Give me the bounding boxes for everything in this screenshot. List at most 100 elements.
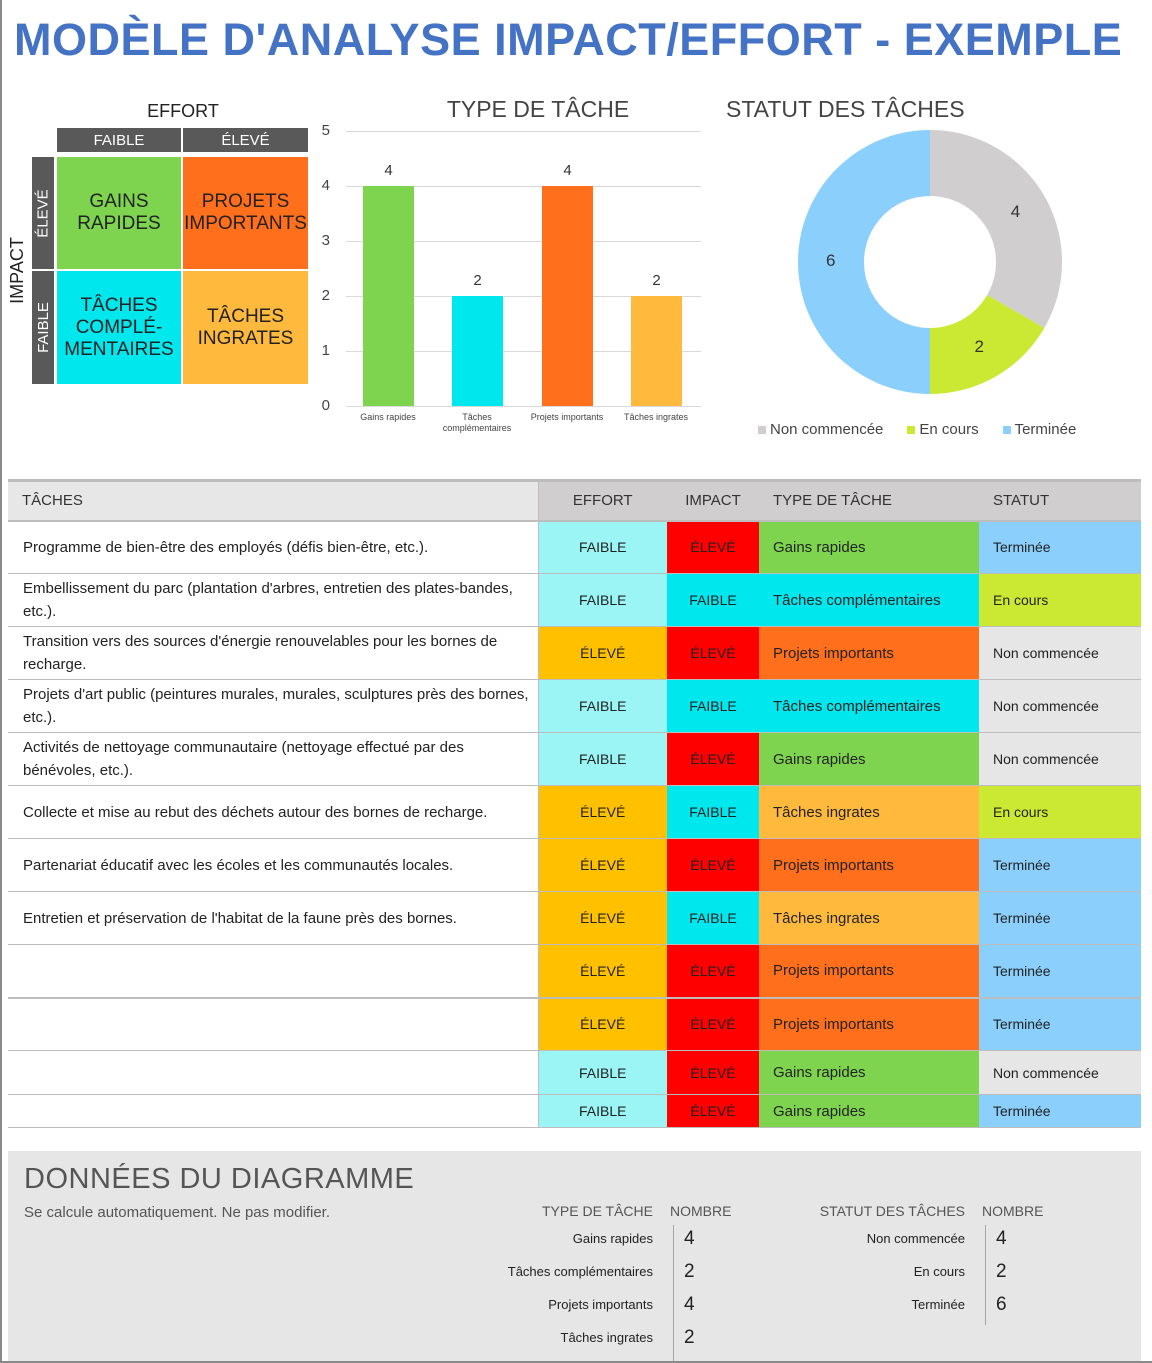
- task-type-cell[interactable]: Tâches complémentaires: [759, 679, 979, 733]
- slice-not-started[interactable]: [930, 130, 1062, 328]
- x-axis-label: Tâches complémentaires: [442, 412, 512, 433]
- legend-item[interactable]: Terminée: [1002, 421, 1076, 438]
- header-effort: EFFORT: [538, 479, 667, 522]
- effort-cell[interactable]: ÉLEVÉ: [538, 997, 667, 1051]
- task-type-cell[interactable]: Gains rapides: [759, 1094, 979, 1128]
- effort-cell[interactable]: FAIBLE: [538, 679, 667, 733]
- legend-item[interactable]: Non commencée: [758, 421, 883, 438]
- status-cell[interactable]: Terminée: [979, 944, 1141, 999]
- status-summary-label: Non commencée: [866, 1231, 965, 1246]
- table-row: ÉLEVÉ ÉLEVÉ Projets importants Terminée: [8, 997, 1141, 1051]
- status-cell[interactable]: En cours: [979, 573, 1141, 627]
- task-cell[interactable]: Activités de nettoyage communautaire (ne…: [8, 732, 539, 786]
- type-summary-label: Tâches ingrates: [560, 1330, 654, 1345]
- task-cell[interactable]: Embellissement du parc (plantation d'arb…: [8, 573, 539, 627]
- effort-cell[interactable]: ÉLEVÉ: [538, 838, 667, 892]
- task-type-cell[interactable]: Projets importants: [759, 626, 979, 680]
- impact-cell[interactable]: ÉLEVÉ: [667, 1094, 759, 1128]
- task-type-cell[interactable]: Projets importants: [759, 944, 979, 999]
- y-axis-tick: 1: [321, 342, 330, 359]
- status-cell[interactable]: Non commencée: [979, 679, 1141, 733]
- header-task-type: TYPE DE TÂCHE: [759, 479, 979, 522]
- effort-cell[interactable]: FAIBLE: [538, 1050, 667, 1095]
- task-type-cell[interactable]: Projets importants: [759, 838, 979, 892]
- task-cell[interactable]: [8, 997, 539, 1051]
- status-summary-count: 2: [996, 1261, 1007, 1282]
- x-axis-label: Tâches ingrates: [623, 412, 689, 422]
- chart-data-subtitle: Se calcule automatiquement. Ne pas modif…: [24, 1204, 330, 1221]
- status-cell[interactable]: Terminée: [979, 1094, 1141, 1128]
- impact-axis-label: IMPACT: [2, 157, 32, 383]
- task-type-cell[interactable]: Gains rapides: [759, 1050, 979, 1095]
- task-cell[interactable]: Entretien et préservation de l'habitat d…: [8, 891, 539, 945]
- task-cell[interactable]: [8, 944, 539, 999]
- status-cell[interactable]: Non commencée: [979, 626, 1141, 680]
- impact-cell[interactable]: FAIBLE: [667, 573, 759, 627]
- impact-low-header: FAIBLE: [32, 271, 54, 384]
- status-cell[interactable]: Non commencée: [979, 1050, 1141, 1095]
- task-cell[interactable]: Collecte et mise au rebut des déchets au…: [8, 785, 539, 839]
- impact-effort-matrix: EFFORT FAIBLE ÉLEVÉ IMPACT ÉLEVÉ FAIBLE …: [0, 95, 320, 395]
- impact-cell[interactable]: ÉLEVÉ: [667, 997, 759, 1051]
- effort-cell[interactable]: ÉLEVÉ: [538, 944, 667, 999]
- effort-cell[interactable]: ÉLEVÉ: [538, 891, 667, 945]
- bar[interactable]: [452, 296, 503, 406]
- effort-cell[interactable]: ÉLEVÉ: [538, 785, 667, 839]
- task-type-cell[interactable]: Tâches complémentaires: [759, 573, 979, 627]
- task-type-cell[interactable]: Tâches ingrates: [759, 785, 979, 839]
- status-summary-count: 4: [996, 1228, 1007, 1249]
- task-cell[interactable]: Transition vers des sources d'énergie re…: [8, 626, 539, 680]
- impact-cell[interactable]: FAIBLE: [667, 891, 759, 945]
- y-axis-tick: 0: [321, 397, 330, 414]
- impact-cell[interactable]: ÉLEVÉ: [667, 520, 759, 574]
- impact-low-text: FAIBLE: [34, 302, 52, 353]
- gridline: [346, 186, 701, 187]
- bar-value-label: 4: [563, 162, 572, 179]
- legend-item[interactable]: En cours: [907, 421, 979, 438]
- bar[interactable]: [631, 296, 682, 406]
- table-row: Transition vers des sources d'énergie re…: [8, 626, 1141, 680]
- slice-done[interactable]: [798, 130, 930, 394]
- table-row: Entretien et préservation de l'habitat d…: [8, 891, 1141, 945]
- task-cell[interactable]: Programme de bien-être des employés (déf…: [8, 520, 539, 574]
- task-type-cell[interactable]: Projets importants: [759, 997, 979, 1051]
- task-cell[interactable]: Projets d'art public (peintures murales,…: [8, 679, 539, 733]
- impact-cell[interactable]: FAIBLE: [667, 679, 759, 733]
- task-cell[interactable]: [8, 1050, 539, 1095]
- donut-value-label: 6: [826, 251, 836, 270]
- impact-cell[interactable]: ÉLEVÉ: [667, 1050, 759, 1095]
- effort-cell[interactable]: ÉLEVÉ: [538, 626, 667, 680]
- impact-cell[interactable]: FAIBLE: [667, 785, 759, 839]
- y-axis-tick: 3: [321, 232, 330, 249]
- status-cell[interactable]: Terminée: [979, 997, 1141, 1051]
- status-cell[interactable]: Non commencée: [979, 732, 1141, 786]
- bar[interactable]: [542, 186, 593, 406]
- status-cell[interactable]: Terminée: [979, 891, 1141, 945]
- gridline: [346, 131, 701, 132]
- task-type-cell[interactable]: Gains rapides: [759, 520, 979, 574]
- bar[interactable]: [363, 186, 414, 406]
- impact-cell[interactable]: ÉLEVÉ: [667, 838, 759, 892]
- task-cell[interactable]: [8, 1094, 539, 1128]
- task-type-cell[interactable]: Gains rapides: [759, 732, 979, 786]
- impact-cell[interactable]: ÉLEVÉ: [667, 944, 759, 999]
- donut-value-label: 4: [1010, 201, 1021, 221]
- legend-swatch-icon: [907, 425, 916, 434]
- task-type-cell[interactable]: Tâches ingrates: [759, 891, 979, 945]
- effort-cell[interactable]: FAIBLE: [538, 732, 667, 786]
- table-row: Embellissement du parc (plantation d'arb…: [8, 573, 1141, 627]
- status-cell[interactable]: En cours: [979, 785, 1141, 839]
- impact-cell[interactable]: ÉLEVÉ: [667, 732, 759, 786]
- effort-cell[interactable]: FAIBLE: [538, 573, 667, 627]
- bar-value-label: 4: [384, 162, 393, 179]
- slice-in-progress[interactable]: [930, 295, 1045, 394]
- type-summary-count: 2: [684, 1261, 695, 1282]
- effort-cell[interactable]: FAIBLE: [538, 1094, 667, 1128]
- impact-cell[interactable]: ÉLEVÉ: [667, 626, 759, 680]
- status-cell[interactable]: Terminée: [979, 520, 1141, 574]
- status-cell[interactable]: Terminée: [979, 838, 1141, 892]
- y-axis-tick: 4: [321, 177, 330, 194]
- effort-cell[interactable]: FAIBLE: [538, 520, 667, 574]
- task-cell[interactable]: Partenariat éducatif avec les écoles et …: [8, 838, 539, 892]
